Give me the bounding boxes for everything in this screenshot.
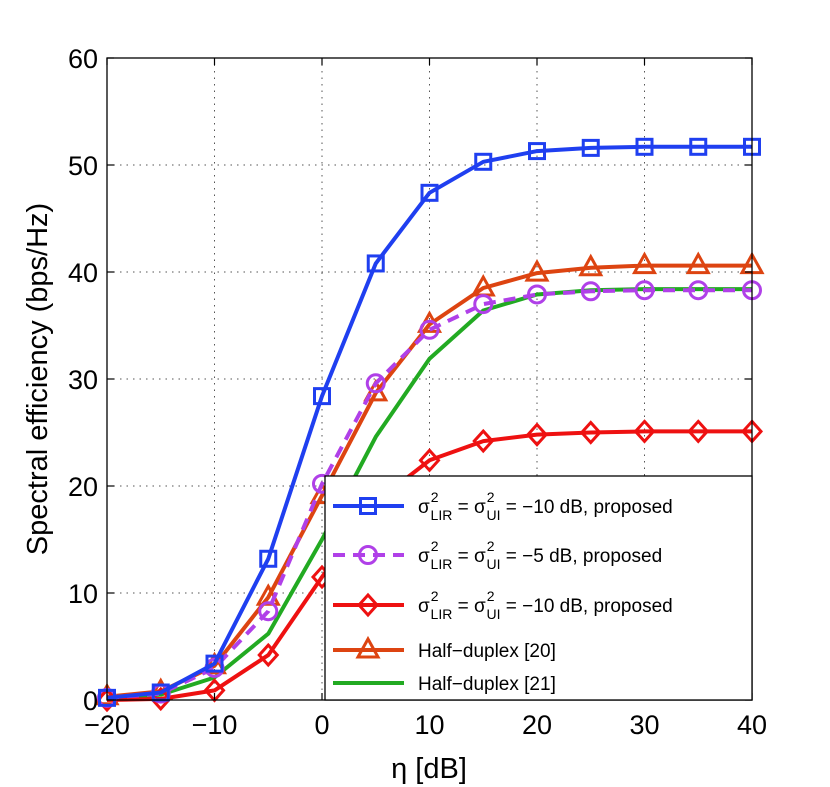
legend-label: σ2 LIR = σ2 UI = −10 dB, proposed bbox=[418, 588, 673, 622]
series-line bbox=[106, 288, 752, 700]
legend-entry: Half−duplex [20] bbox=[333, 635, 556, 662]
circle-marker bbox=[358, 545, 378, 565]
legend-label: σ2 LIR = σ2 UI = −10 dB, proposed bbox=[418, 489, 673, 523]
legend-entry: σ2 LIR = σ2 UI = −10 dB, proposed bbox=[333, 588, 673, 622]
triangle-marker bbox=[685, 251, 711, 275]
square-marker bbox=[205, 654, 224, 673]
y-tick-label: 0 bbox=[83, 686, 98, 716]
y-tick-labels: 0 10 20 30 40 50 60 bbox=[68, 44, 98, 716]
legend-entry: σ2 LIR = σ2 UI = −10 dB, proposed bbox=[333, 489, 673, 523]
square-marker bbox=[689, 137, 708, 156]
circle-marker bbox=[258, 601, 279, 622]
x-tick-label: −10 bbox=[192, 710, 238, 740]
diamond-marker bbox=[418, 448, 441, 473]
x-tick-label: 40 bbox=[737, 710, 767, 740]
legend: σ2 LIR = σ2 UI = −10 dB, proposed σ2 LIR = σ… bbox=[324, 475, 753, 701]
square-marker bbox=[420, 183, 439, 202]
x-axis-label: η [dB] bbox=[391, 753, 467, 785]
series-line bbox=[106, 144, 752, 700]
diamond-marker bbox=[687, 419, 710, 444]
y-tick-label: 10 bbox=[68, 579, 98, 609]
series-layer bbox=[94, 137, 765, 713]
series-line bbox=[106, 429, 752, 702]
y-tick-label: 20 bbox=[68, 472, 98, 502]
x-tick-label: 30 bbox=[629, 710, 659, 740]
circle-marker bbox=[473, 294, 494, 315]
square-marker bbox=[313, 387, 331, 406]
square-marker bbox=[635, 137, 654, 156]
triangle-marker bbox=[355, 635, 381, 659]
triangle-marker bbox=[578, 253, 604, 277]
legend-label: Half−duplex [21] bbox=[418, 674, 556, 695]
square-marker bbox=[259, 549, 278, 568]
series bbox=[98, 137, 761, 707]
circle-marker bbox=[580, 281, 601, 302]
y-tick-label: 50 bbox=[68, 151, 98, 181]
x-tick-label: −20 bbox=[84, 710, 130, 740]
circle-marker bbox=[527, 284, 547, 305]
y-tick-label: 40 bbox=[68, 258, 98, 288]
diamond-marker bbox=[525, 422, 549, 447]
diamond-marker bbox=[356, 592, 380, 618]
legend-label: Half−duplex [20] bbox=[418, 641, 556, 662]
legend-box bbox=[324, 475, 753, 701]
triangle-marker bbox=[524, 258, 550, 282]
square-marker bbox=[366, 254, 385, 273]
square-marker bbox=[581, 138, 600, 157]
diamond-marker bbox=[633, 419, 656, 444]
legend-entry: Half−duplex [21] bbox=[333, 674, 556, 695]
diamond-marker bbox=[472, 428, 495, 454]
square-marker bbox=[359, 497, 377, 515]
circle-marker bbox=[688, 280, 709, 301]
triangle-marker bbox=[631, 251, 658, 275]
axis-ticks bbox=[106, 57, 753, 701]
legend-label: σ2 LIR = σ2 UI = −5 dB, proposed bbox=[418, 538, 662, 572]
legend-entry: σ2 LIR = σ2 UI = −5 dB, proposed bbox=[333, 538, 662, 572]
x-tick-labels: −20 −10 0 10 20 30 40 bbox=[84, 710, 767, 740]
x-tick-label: 0 bbox=[314, 710, 329, 740]
y-axis-label: Spectral efficiency (bps/Hz) bbox=[22, 203, 54, 555]
diamond-marker bbox=[579, 420, 602, 445]
diamond-marker bbox=[257, 642, 280, 668]
circle-marker bbox=[634, 280, 655, 301]
square-marker bbox=[474, 152, 493, 171]
square-marker bbox=[528, 142, 546, 161]
y-tick-label: 60 bbox=[68, 44, 98, 74]
x-tick-label: 20 bbox=[522, 710, 552, 740]
x-tick-label: 10 bbox=[414, 710, 444, 740]
triangle-marker bbox=[201, 651, 228, 675]
circle-marker bbox=[419, 319, 440, 340]
y-tick-label: 30 bbox=[68, 365, 98, 395]
circle-marker bbox=[365, 373, 386, 394]
